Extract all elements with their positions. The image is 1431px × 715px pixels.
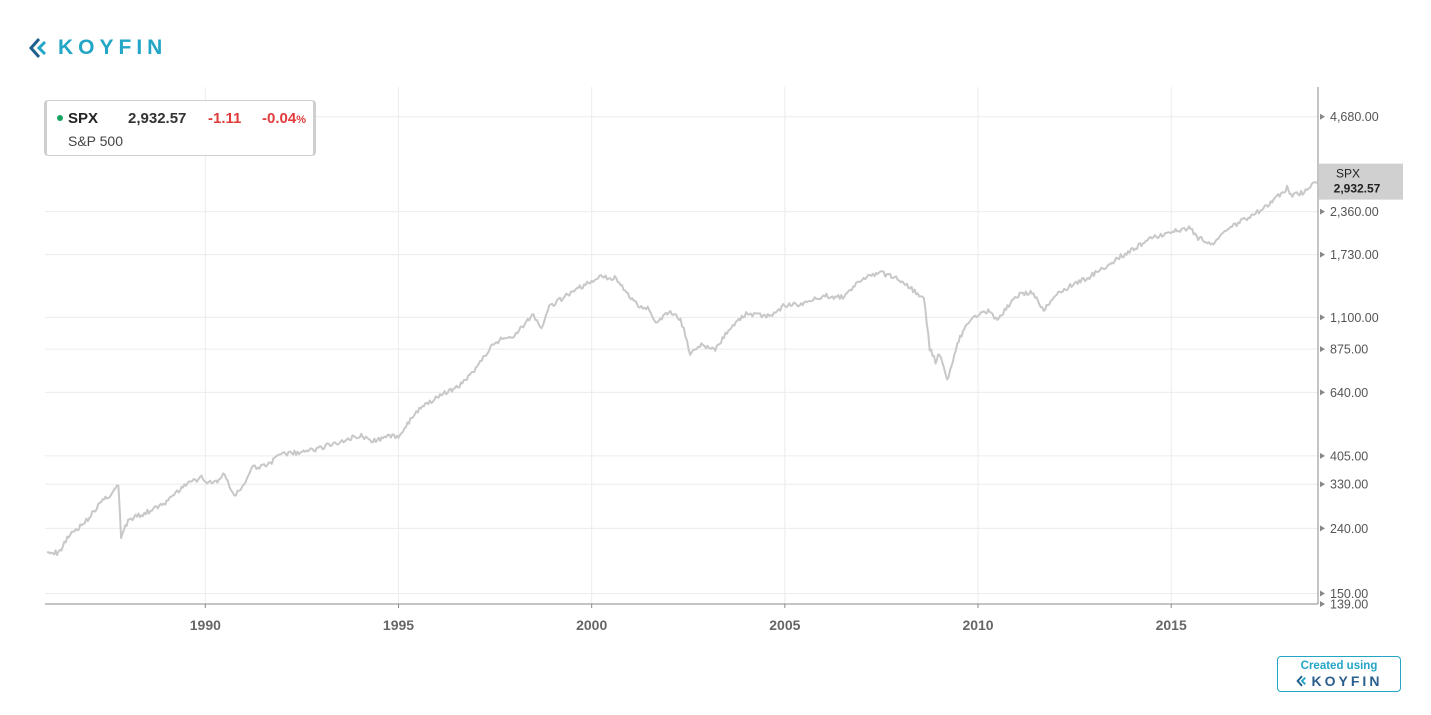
x-tick-label: 2005	[769, 617, 800, 633]
y-tick-label: 640.00	[1330, 386, 1368, 400]
y-tick-label: 2,360.00	[1330, 205, 1379, 219]
badge-brand: KOYFIN	[1311, 673, 1383, 689]
last-value-ticker: SPX	[1336, 167, 1360, 181]
status-dot	[57, 115, 63, 121]
y-tick-marker	[1320, 346, 1325, 353]
legend-ticker: SPX	[68, 110, 99, 127]
created-using-badge[interactable]: Created using KOYFIN	[1277, 656, 1401, 692]
y-tick-marker	[1320, 113, 1325, 120]
y-tick-marker	[1320, 481, 1325, 488]
koyfin-logo-icon	[1295, 675, 1306, 687]
badge-caption: Created using	[1300, 660, 1378, 672]
y-tick-label: 240.00	[1330, 522, 1368, 536]
legend-box[interactable]: SPX 2,932.57 -1.11 -0.04% S&P 500	[44, 100, 316, 156]
y-tick-label: 4,680.00	[1330, 110, 1379, 124]
y-tick-label: 330.00	[1330, 478, 1368, 492]
brand-name: KOYFIN	[58, 36, 168, 59]
legend-change-pct: -0.04%	[262, 110, 306, 127]
x-tick-label: 2000	[576, 617, 607, 633]
y-tick-marker	[1320, 590, 1325, 597]
y-tick-marker	[1320, 314, 1325, 321]
x-tick-label: 2015	[1156, 617, 1187, 633]
y-tick-marker	[1320, 601, 1325, 607]
y-tick-label: 405.00	[1330, 449, 1368, 463]
y-tick-marker	[1320, 525, 1325, 532]
koyfin-logo-icon	[28, 38, 47, 58]
y-tick-marker	[1320, 251, 1325, 258]
x-tick-label: 1995	[383, 617, 414, 633]
y-tick-label: 1,730.00	[1330, 248, 1379, 262]
last-value-price: 2,932.57	[1334, 182, 1381, 196]
y-tick-label: 150.00	[1330, 587, 1368, 601]
y-tick-marker	[1320, 389, 1325, 396]
x-tick-label: 1990	[190, 617, 221, 633]
y-tick-label: 139.00	[1330, 598, 1368, 612]
x-tick-label: 2010	[962, 617, 993, 633]
y-tick-label: 1,100.00	[1330, 311, 1379, 325]
legend-change: -1.11	[208, 110, 242, 127]
legend-price: 2,932.57	[128, 110, 187, 127]
koyfin-logo[interactable]: KOYFIN	[28, 36, 167, 60]
series-line-spx	[46, 180, 1319, 556]
y-tick-marker	[1320, 452, 1325, 459]
y-tick-marker	[1320, 208, 1325, 215]
last-value-label-bg	[1319, 163, 1403, 200]
legend-name: S&P 500	[68, 133, 124, 149]
y-tick-label: 875.00	[1330, 343, 1368, 357]
